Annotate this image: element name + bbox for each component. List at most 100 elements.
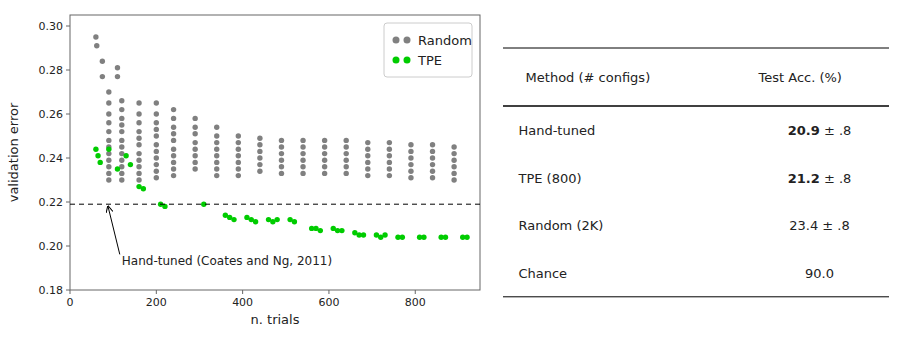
point <box>451 144 456 149</box>
y-tick-label: 0.24 <box>39 152 64 165</box>
point <box>257 155 262 160</box>
point <box>344 171 349 176</box>
table-cell-bold: 20.9 <box>788 123 820 138</box>
point <box>400 235 405 240</box>
point <box>119 138 124 143</box>
point <box>322 151 327 156</box>
point <box>171 160 176 165</box>
point <box>171 147 176 152</box>
point <box>171 116 176 121</box>
point <box>119 177 124 182</box>
point <box>300 144 305 149</box>
point <box>95 153 100 158</box>
point <box>408 149 413 154</box>
point <box>154 169 159 174</box>
point <box>365 140 370 145</box>
point <box>171 138 176 143</box>
point <box>387 173 392 178</box>
point <box>136 177 141 182</box>
y-tick <box>66 114 70 115</box>
y-tick-label: 0.28 <box>39 64 64 77</box>
x-tick <box>242 290 243 294</box>
annotation-arrow <box>108 206 120 254</box>
point <box>119 129 124 134</box>
point <box>154 149 159 154</box>
point <box>119 107 124 112</box>
y-tick-label: 0.20 <box>39 240 64 253</box>
point <box>119 122 124 127</box>
table: Method (# configs)Test Acc. (%)Hand-tune… <box>503 48 889 297</box>
point <box>119 144 124 149</box>
table-cell: Chance <box>518 266 567 281</box>
legend-symbol <box>404 37 411 44</box>
point <box>154 111 159 116</box>
point <box>100 74 105 79</box>
annotation-text: Hand-tuned (Coates and Ng, 2011) <box>122 254 332 268</box>
point <box>300 151 305 156</box>
y-tick <box>66 70 70 71</box>
x-tick <box>415 290 416 294</box>
point <box>451 171 456 176</box>
point <box>154 120 159 125</box>
point <box>408 162 413 167</box>
point <box>365 160 370 165</box>
point <box>322 158 327 163</box>
point <box>115 166 120 171</box>
point <box>106 129 111 134</box>
point <box>192 140 197 145</box>
legend-symbol <box>393 37 400 44</box>
table-cell: 20.9 ± .8 <box>788 123 852 138</box>
point <box>141 186 146 191</box>
point <box>192 131 197 136</box>
point <box>408 155 413 160</box>
point <box>192 125 197 130</box>
point <box>430 169 435 174</box>
point <box>171 173 176 178</box>
point <box>365 173 370 178</box>
table-header: Test Acc. (%) <box>757 70 841 85</box>
point <box>279 164 284 169</box>
point <box>123 153 128 158</box>
chart: 02004006008000.180.200.220.240.260.280.3… <box>0 0 902 344</box>
point <box>408 169 413 174</box>
plot-area <box>70 34 480 240</box>
table-rule <box>503 105 889 107</box>
point <box>322 138 327 143</box>
point <box>93 147 98 152</box>
point <box>408 175 413 180</box>
point <box>421 235 426 240</box>
x-tick <box>70 290 71 294</box>
point <box>365 166 370 171</box>
point <box>171 125 176 130</box>
point <box>128 162 133 167</box>
point <box>119 98 124 103</box>
table-cell: Random (2K) <box>518 218 603 233</box>
point <box>279 171 284 176</box>
y-tick-label: 0.22 <box>39 196 64 209</box>
point <box>214 125 219 130</box>
point <box>236 166 241 171</box>
point <box>300 171 305 176</box>
point <box>136 164 141 169</box>
point <box>322 171 327 176</box>
point <box>214 133 219 138</box>
table-header: Method (# configs) <box>526 70 651 85</box>
point <box>214 153 219 158</box>
point <box>236 140 241 145</box>
point <box>344 151 349 156</box>
point <box>106 171 111 176</box>
point <box>171 107 176 112</box>
point <box>430 142 435 147</box>
y-tick <box>66 246 70 247</box>
series <box>93 147 470 240</box>
point <box>93 34 98 39</box>
point <box>300 158 305 163</box>
point <box>322 164 327 169</box>
point <box>106 89 111 94</box>
y-axis-label: validation error <box>6 102 21 202</box>
point <box>300 138 305 143</box>
reference-line <box>70 204 480 205</box>
point <box>236 147 241 152</box>
point <box>106 158 111 163</box>
point <box>236 153 241 158</box>
